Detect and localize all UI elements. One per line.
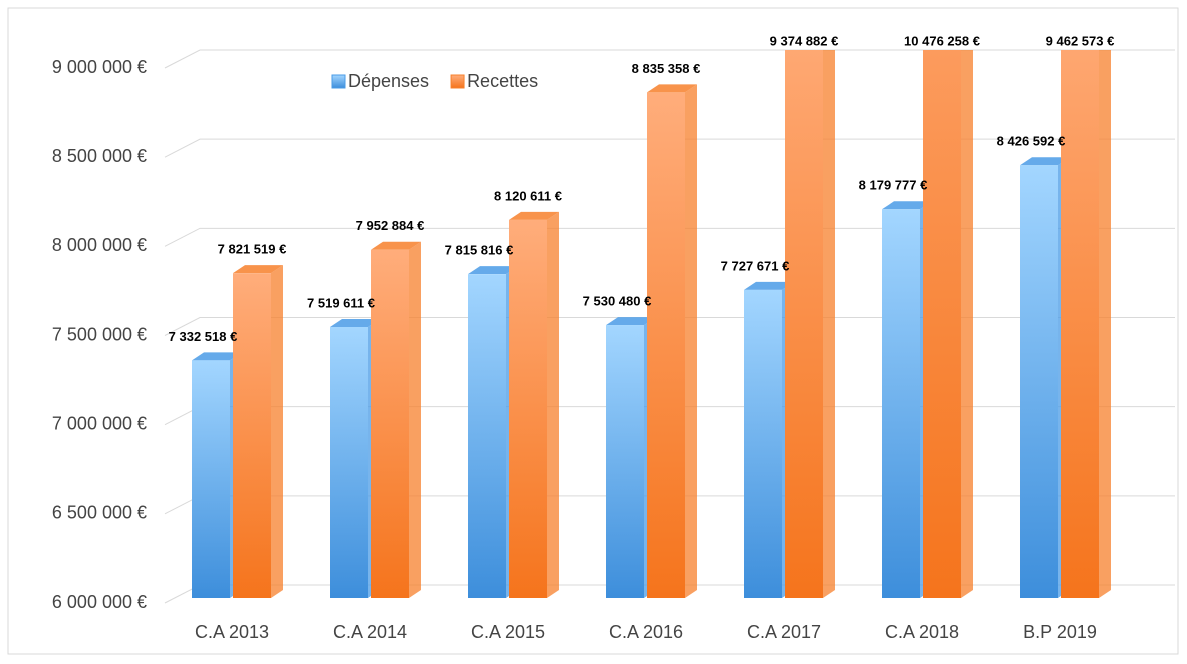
bar-top bbox=[647, 84, 697, 93]
bar-side bbox=[823, 50, 835, 598]
legend-label: Recettes bbox=[467, 71, 538, 91]
y-tick-label: 6 500 000 € bbox=[52, 503, 147, 523]
y-tick-label: 9 000 000 € bbox=[52, 57, 147, 77]
y-tick-label: 6 000 000 € bbox=[52, 592, 147, 612]
value-label: 8 835 358 € bbox=[632, 61, 701, 76]
bar-side bbox=[1099, 50, 1111, 598]
value-label: 7 530 480 € bbox=[583, 294, 652, 309]
value-label: 7 952 884 € bbox=[356, 218, 425, 233]
value-label: 8 120 611 € bbox=[494, 188, 562, 203]
grid-line bbox=[164, 227, 1175, 247]
bar-top bbox=[233, 265, 283, 274]
frame bbox=[7, 7, 1179, 655]
bar-side bbox=[547, 211, 559, 598]
grid-line bbox=[164, 138, 1175, 158]
bar bbox=[647, 92, 685, 599]
bar-top bbox=[1020, 157, 1070, 166]
value-label: 7 727 671 € bbox=[721, 258, 790, 273]
bar-side bbox=[685, 84, 697, 599]
value-label: 7 332 518 € bbox=[169, 329, 238, 344]
bar bbox=[606, 325, 644, 598]
bar-side bbox=[271, 265, 283, 598]
grid-line bbox=[164, 317, 1175, 336]
y-tick-label: 8 500 000 € bbox=[52, 146, 147, 166]
bar bbox=[468, 274, 506, 598]
bar bbox=[882, 209, 920, 598]
value-label: 9 462 573 € bbox=[1046, 33, 1115, 48]
x-tick-label: C.A 2016 bbox=[609, 622, 683, 642]
value-label: 9 374 882 € bbox=[770, 33, 839, 48]
bar bbox=[371, 249, 409, 598]
bar-side bbox=[961, 50, 973, 598]
x-tick-label: C.A 2018 bbox=[885, 622, 959, 642]
bar-top bbox=[509, 211, 559, 220]
x-tick-label: C.A 2014 bbox=[333, 622, 407, 642]
bar bbox=[1061, 50, 1099, 599]
bar-top bbox=[371, 241, 421, 250]
bar-top bbox=[882, 201, 932, 210]
x-tick-label: B.P 2019 bbox=[1023, 622, 1097, 642]
y-tick-label: 7 500 000 € bbox=[52, 324, 147, 344]
bar bbox=[330, 327, 368, 598]
value-label: 7 519 611 € bbox=[307, 295, 375, 310]
x-tick-label: C.A 2017 bbox=[747, 622, 821, 642]
value-label: 8 179 777 € bbox=[859, 178, 928, 193]
value-label: 7 821 519 € bbox=[218, 242, 287, 257]
bar bbox=[509, 219, 547, 598]
legend-swatch bbox=[450, 74, 465, 89]
legend-swatch bbox=[331, 74, 346, 89]
y-tick-label: 7 000 000 € bbox=[52, 413, 147, 433]
x-tick-label: C.A 2013 bbox=[195, 622, 269, 642]
grid-line bbox=[164, 49, 1175, 69]
value-label: 10 476 258 € bbox=[904, 33, 980, 48]
bar bbox=[233, 273, 271, 598]
value-label: 8 426 592 € bbox=[997, 134, 1066, 149]
bar bbox=[923, 50, 961, 598]
bar bbox=[192, 360, 230, 598]
bar-top bbox=[468, 266, 518, 275]
bar-top bbox=[606, 317, 656, 326]
bar bbox=[1020, 165, 1058, 599]
x-tick-label: C.A 2015 bbox=[471, 622, 545, 642]
bar-top bbox=[330, 319, 380, 328]
bar bbox=[744, 289, 782, 598]
y-tick-label: 8 000 000 € bbox=[52, 235, 147, 255]
value-label: 7 815 816 € bbox=[445, 243, 514, 258]
legend-label: Dépenses bbox=[348, 71, 429, 91]
bar-top bbox=[744, 281, 794, 290]
bar-side bbox=[409, 241, 421, 598]
bar-top bbox=[192, 352, 242, 361]
bar bbox=[785, 50, 823, 598]
